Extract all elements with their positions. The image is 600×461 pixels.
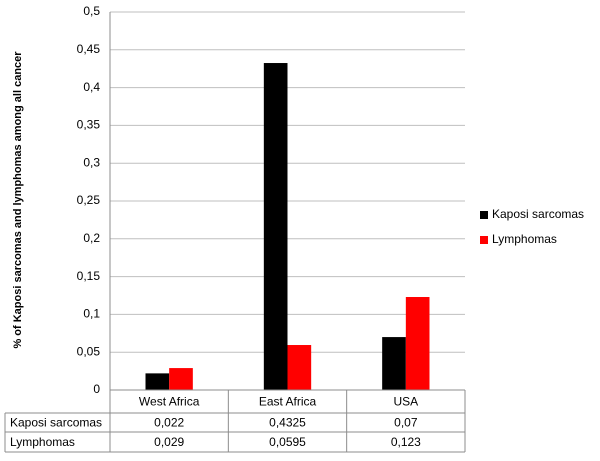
y-tick-label: 0,4 [83, 80, 100, 94]
bar [169, 368, 193, 390]
y-tick-label: 0 [93, 382, 100, 396]
bar [145, 373, 170, 390]
table-row-label: Kaposi sarcomas [10, 416, 102, 430]
y-tick-label: 0,2 [83, 231, 100, 245]
y-tick-label: 0,45 [77, 42, 101, 56]
table-cell: 0,123 [391, 435, 421, 449]
table-cell: 0,029 [154, 435, 184, 449]
bar [405, 297, 430, 390]
x-tick-label: East Africa [259, 395, 317, 409]
legend-swatch [480, 211, 488, 219]
legend-swatch [480, 236, 488, 244]
bar [287, 345, 312, 390]
x-tick-label: USA [393, 395, 418, 409]
legend-label: Lymphomas [492, 232, 557, 246]
y-tick-label: 0,1 [83, 307, 100, 321]
table-row-label: Lymphomas [10, 435, 75, 449]
y-tick-label: 0,5 [83, 4, 100, 18]
bar [382, 337, 406, 390]
table-cell: 0,0595 [269, 435, 306, 449]
bar [263, 63, 288, 390]
y-tick-label: 0,15 [77, 269, 101, 283]
y-tick-label: 0,3 [83, 155, 100, 169]
table-cell: 0,07 [394, 416, 418, 430]
legend-label: Kaposi sarcomas [492, 207, 584, 221]
x-tick-label: West Africa [139, 395, 200, 409]
y-tick-label: 0,35 [77, 118, 101, 132]
table-cell: 0,4325 [269, 416, 306, 430]
table-cell: 0,022 [154, 416, 184, 430]
y-tick-label: 0,05 [77, 344, 101, 358]
y-axis-label: % of Kaposi sarcomas and lymphomas among… [12, 51, 24, 349]
y-tick-label: 0,25 [77, 193, 101, 207]
